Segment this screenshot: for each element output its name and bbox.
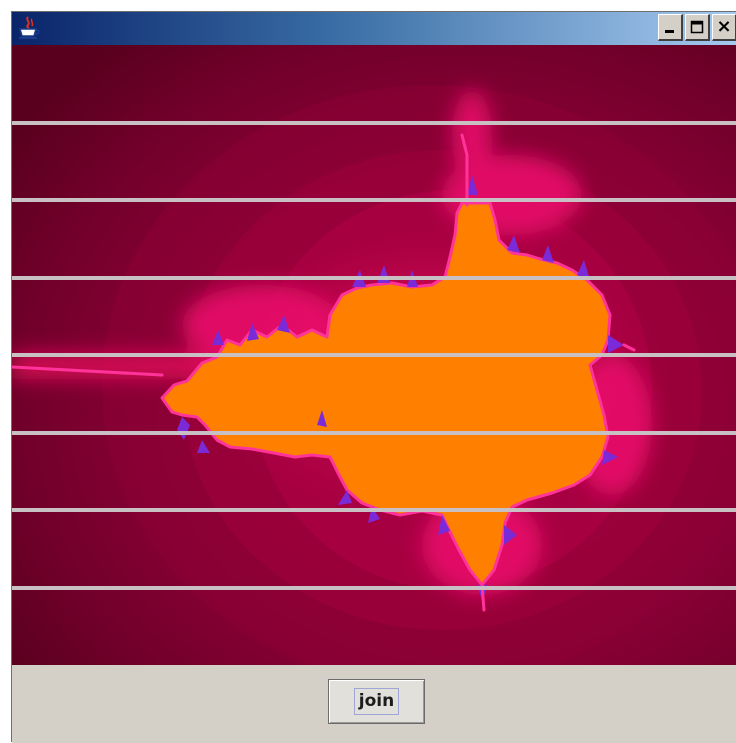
mandelbrot-image [12,45,736,665]
band-separator [12,276,736,280]
minimize-icon [665,30,674,33]
join-button[interactable]: join [328,679,425,724]
window-controls: × [656,14,736,43]
close-button[interactable]: × [712,14,736,41]
band-separator [12,353,736,357]
band-separator [12,431,736,435]
maximize-button[interactable] [685,14,710,41]
close-icon: × [716,16,732,37]
band-separator [12,121,736,125]
band-separators [12,121,736,590]
band-separator [12,586,736,590]
band-separator [12,508,736,512]
application-window: × [11,11,736,743]
fractal-canvas[interactable] [12,45,736,665]
join-button-label: join [353,688,400,715]
minimize-button[interactable] [658,14,683,41]
maximize-icon [690,20,704,34]
java-cup-icon[interactable] [16,15,42,41]
band-separator [12,198,736,202]
bottom-panel: join [12,665,736,743]
title-bar[interactable]: × [12,12,736,45]
